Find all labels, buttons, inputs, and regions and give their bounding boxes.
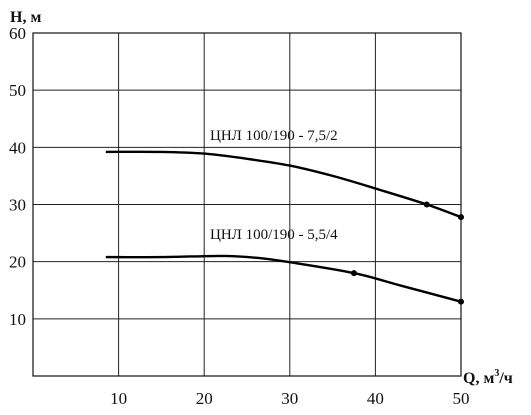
plot-frame [32, 32, 462, 377]
series-0-marker-0 [423, 201, 430, 208]
curves [105, 150, 462, 303]
grid [33, 32, 462, 376]
x-tick-label-20: 20 [196, 389, 213, 408]
x-tick-label-10: 10 [110, 389, 127, 408]
series-0-marker-1 [458, 214, 464, 221]
series-label-lower: ЦНЛ 100/190 - 5,5/4 [210, 227, 338, 243]
y-tick-label-30: 30 [9, 196, 26, 215]
x-axis-label-main: Q, м [463, 370, 494, 387]
series-line-0 [105, 150, 462, 219]
tick-labels: 10 20 30 40 50 10 20 30 40 50 60 [9, 24, 470, 408]
y-axis-label: H, м [10, 9, 41, 26]
x-tick-label-40: 40 [367, 389, 384, 408]
x-axis-label-sup: 3 [494, 368, 499, 379]
y-tick-label-10: 10 [9, 310, 26, 329]
markers [351, 201, 464, 305]
x-axis-label-tail: /ч [498, 370, 512, 387]
x-tick-label-50: 50 [453, 389, 470, 408]
series-label-upper: ЦНЛ 100/190 - 7,5/2 [210, 128, 338, 144]
y-tick-label-50: 50 [9, 81, 26, 100]
series-line-1 [105, 254, 462, 303]
x-tick-label-30: 30 [281, 389, 298, 408]
y-tick-label-20: 20 [9, 253, 26, 272]
series-1-marker-0 [351, 270, 357, 277]
y-tick-label-40: 40 [9, 138, 26, 157]
x-axis-label: Q, м3/ч [463, 368, 513, 387]
y-tick-label-60: 60 [9, 24, 26, 43]
series-1-marker-1 [458, 298, 464, 305]
